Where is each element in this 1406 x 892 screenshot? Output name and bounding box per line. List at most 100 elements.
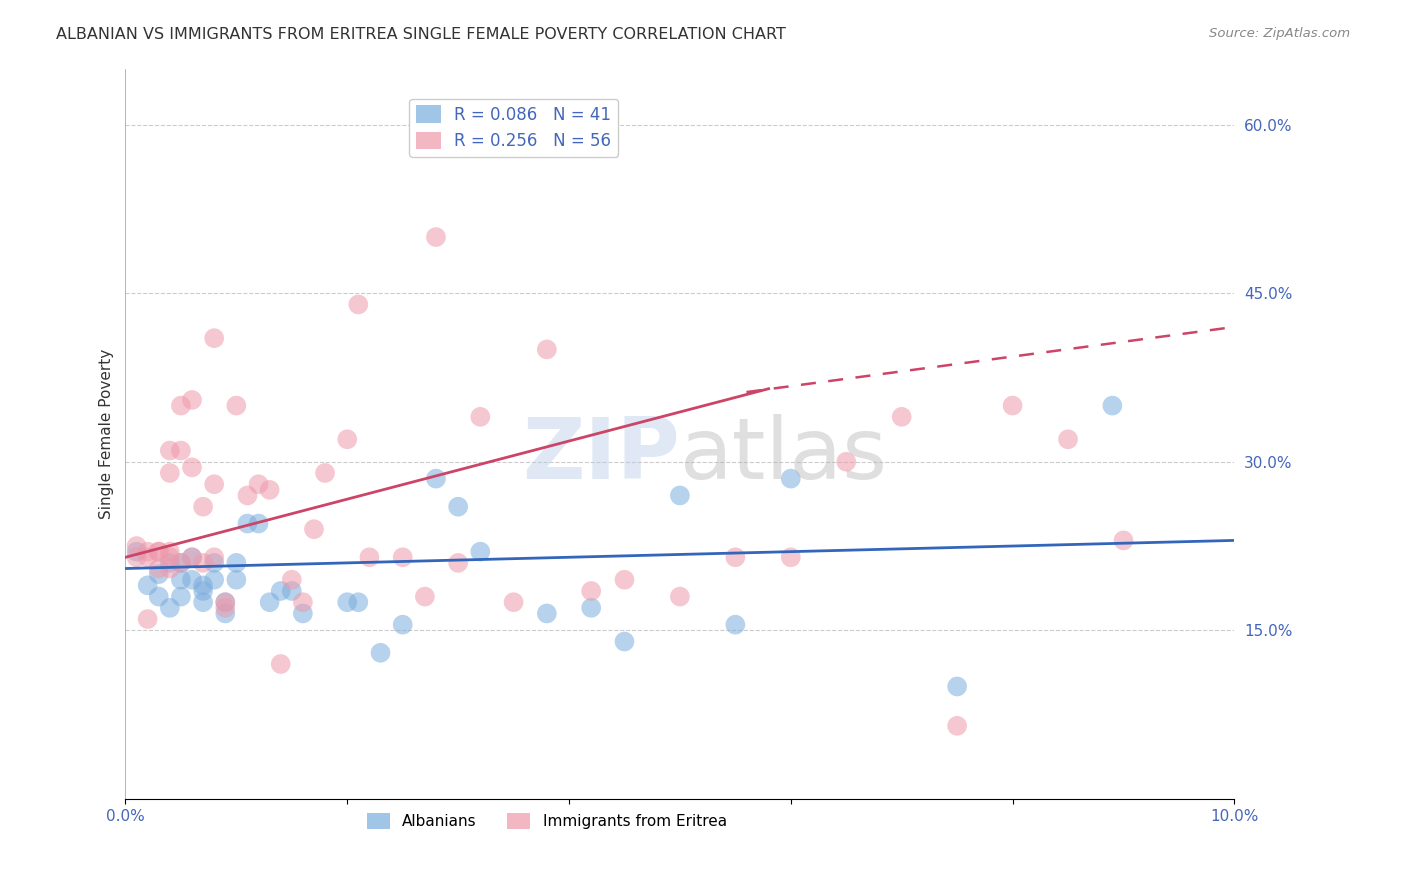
- Albanians: [370, 646, 392, 660]
- Albanians: [336, 595, 359, 609]
- Immigrants from Eritrea: [181, 460, 204, 475]
- Immigrants from Eritrea: [502, 595, 524, 609]
- Albanians: [191, 584, 214, 599]
- Immigrants from Eritrea: [191, 500, 214, 514]
- Immigrants from Eritrea: [136, 544, 159, 558]
- Immigrants from Eritrea: [391, 550, 413, 565]
- Albanians: [202, 573, 225, 587]
- Immigrants from Eritrea: [259, 483, 281, 497]
- Albanians: [425, 472, 447, 486]
- Immigrants from Eritrea: [724, 550, 747, 565]
- Immigrants from Eritrea: [359, 550, 381, 565]
- Immigrants from Eritrea: [890, 409, 912, 424]
- Immigrants from Eritrea: [281, 573, 304, 587]
- Albanians: [159, 600, 181, 615]
- Albanians: [779, 472, 801, 486]
- Albanians: [191, 578, 214, 592]
- Immigrants from Eritrea: [1001, 399, 1024, 413]
- Immigrants from Eritrea: [270, 657, 292, 671]
- Immigrants from Eritrea: [347, 297, 370, 311]
- Albanians: [214, 607, 236, 621]
- Immigrants from Eritrea: [946, 719, 969, 733]
- Albanians: [191, 595, 214, 609]
- Immigrants from Eritrea: [148, 561, 170, 575]
- Albanians: [236, 516, 259, 531]
- Albanians: [202, 556, 225, 570]
- Albanians: [247, 516, 270, 531]
- Text: Source: ZipAtlas.com: Source: ZipAtlas.com: [1209, 27, 1350, 40]
- Immigrants from Eritrea: [125, 550, 148, 565]
- Immigrants from Eritrea: [148, 544, 170, 558]
- Immigrants from Eritrea: [136, 550, 159, 565]
- Immigrants from Eritrea: [247, 477, 270, 491]
- Immigrants from Eritrea: [214, 595, 236, 609]
- Immigrants from Eritrea: [202, 477, 225, 491]
- Albanians: [613, 634, 636, 648]
- Albanians: [170, 590, 193, 604]
- Immigrants from Eritrea: [159, 544, 181, 558]
- Immigrants from Eritrea: [447, 556, 470, 570]
- Albanians: [291, 607, 314, 621]
- Immigrants from Eritrea: [835, 455, 858, 469]
- Albanians: [148, 590, 170, 604]
- Immigrants from Eritrea: [425, 230, 447, 244]
- Albanians: [181, 550, 204, 565]
- Albanians: [470, 544, 492, 558]
- Immigrants from Eritrea: [159, 550, 181, 565]
- Immigrants from Eritrea: [413, 590, 436, 604]
- Albanians: [159, 556, 181, 570]
- Albanians: [724, 617, 747, 632]
- Immigrants from Eritrea: [336, 432, 359, 446]
- Immigrants from Eritrea: [181, 392, 204, 407]
- Albanians: [281, 584, 304, 599]
- Immigrants from Eritrea: [202, 550, 225, 565]
- Text: ALBANIAN VS IMMIGRANTS FROM ERITREA SINGLE FEMALE POVERTY CORRELATION CHART: ALBANIAN VS IMMIGRANTS FROM ERITREA SING…: [56, 27, 786, 42]
- Text: atlas: atlas: [681, 414, 889, 497]
- Albanians: [225, 556, 247, 570]
- Albanians: [391, 617, 413, 632]
- Albanians: [225, 573, 247, 587]
- Text: ZIP: ZIP: [522, 414, 681, 497]
- Immigrants from Eritrea: [225, 399, 247, 413]
- Immigrants from Eritrea: [236, 488, 259, 502]
- Albanians: [270, 584, 292, 599]
- Immigrants from Eritrea: [159, 466, 181, 480]
- Albanians: [536, 607, 558, 621]
- Immigrants from Eritrea: [302, 522, 325, 536]
- Immigrants from Eritrea: [181, 550, 204, 565]
- Albanians: [181, 573, 204, 587]
- Immigrants from Eritrea: [148, 544, 170, 558]
- Albanians: [125, 544, 148, 558]
- Immigrants from Eritrea: [314, 466, 336, 480]
- Y-axis label: Single Female Poverty: Single Female Poverty: [100, 349, 114, 519]
- Albanians: [347, 595, 370, 609]
- Immigrants from Eritrea: [170, 556, 193, 570]
- Albanians: [136, 578, 159, 592]
- Immigrants from Eritrea: [291, 595, 314, 609]
- Albanians: [1101, 399, 1123, 413]
- Albanians: [170, 573, 193, 587]
- Albanians: [579, 600, 602, 615]
- Immigrants from Eritrea: [202, 331, 225, 345]
- Immigrants from Eritrea: [214, 600, 236, 615]
- Albanians: [170, 556, 193, 570]
- Immigrants from Eritrea: [191, 556, 214, 570]
- Immigrants from Eritrea: [125, 539, 148, 553]
- Legend: Albanians, Immigrants from Eritrea: Albanians, Immigrants from Eritrea: [361, 806, 733, 835]
- Albanians: [259, 595, 281, 609]
- Immigrants from Eritrea: [669, 590, 692, 604]
- Albanians: [148, 567, 170, 582]
- Immigrants from Eritrea: [470, 409, 492, 424]
- Albanians: [447, 500, 470, 514]
- Albanians: [669, 488, 692, 502]
- Immigrants from Eritrea: [136, 612, 159, 626]
- Immigrants from Eritrea: [159, 443, 181, 458]
- Immigrants from Eritrea: [159, 561, 181, 575]
- Immigrants from Eritrea: [579, 584, 602, 599]
- Albanians: [946, 680, 969, 694]
- Immigrants from Eritrea: [170, 443, 193, 458]
- Albanians: [214, 595, 236, 609]
- Immigrants from Eritrea: [536, 343, 558, 357]
- Immigrants from Eritrea: [1057, 432, 1080, 446]
- Immigrants from Eritrea: [1112, 533, 1135, 548]
